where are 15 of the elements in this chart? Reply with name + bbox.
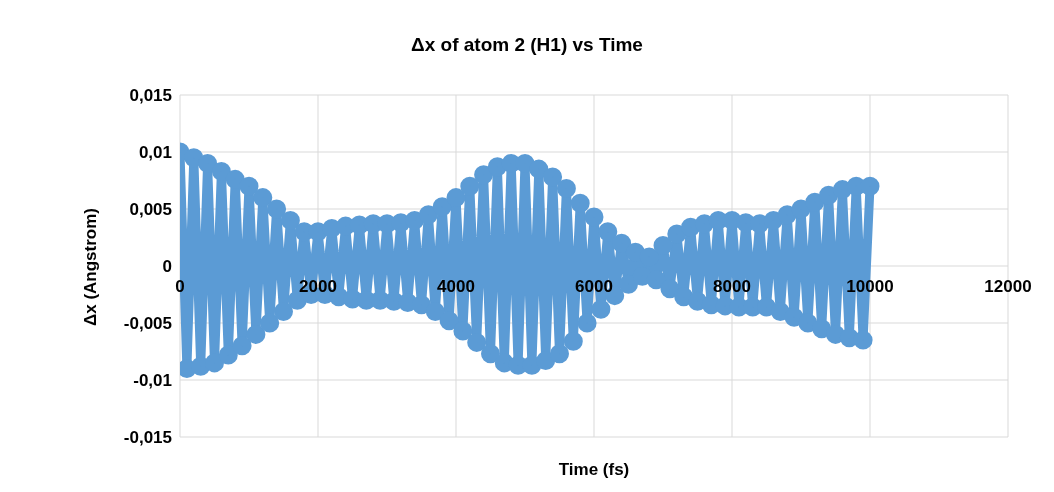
x-tick-label: 12000 — [984, 277, 1032, 296]
x-tick-label: 10000 — [846, 277, 894, 296]
y-tick-label: 0 — [162, 257, 172, 277]
y-tick-label: -0,005 — [123, 314, 172, 334]
x-tick-label: 4000 — [437, 277, 475, 296]
y-tick-label: 0,015 — [129, 86, 172, 106]
x-axis-title: Time (fs) — [558, 460, 630, 479]
x-tick-label: 2000 — [299, 277, 337, 296]
y-axis-title: Δx (Angstrom) — [81, 208, 101, 326]
chart-title: Δx of atom 2 (H1) vs Time — [410, 34, 644, 56]
x-tick-label: 0 — [175, 277, 185, 296]
y-tick-label: 0,01 — [138, 143, 172, 163]
y-tick-label: -0,015 — [123, 428, 172, 448]
y-tick-label: 0,005 — [129, 200, 172, 220]
y-tick-label: -0,01 — [133, 371, 172, 391]
